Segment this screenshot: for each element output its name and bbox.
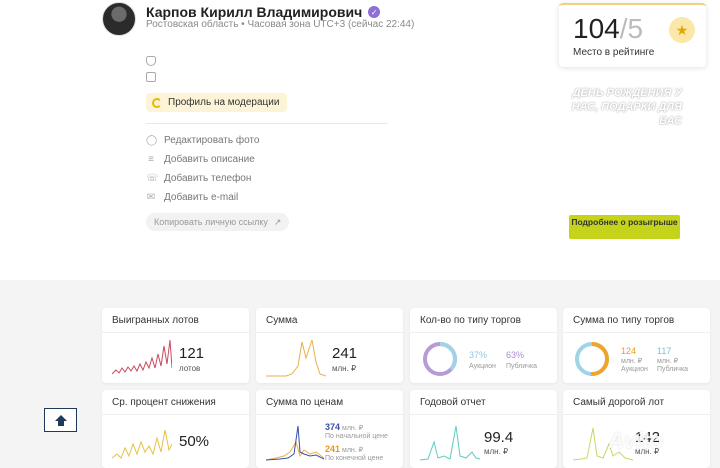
card-avg-reduction[interactable]: Ср. процент снижения 50% bbox=[102, 390, 249, 468]
auction-pct: 37% bbox=[469, 350, 488, 360]
start-price-label: По начальной цене bbox=[325, 433, 388, 440]
sum-value: 241 bbox=[332, 345, 358, 362]
share-icon: ↗ bbox=[273, 216, 282, 227]
moderation-badge: Профиль на модерации bbox=[146, 93, 288, 112]
rating-place: 104 bbox=[573, 13, 620, 44]
phone-icon bbox=[146, 56, 156, 66]
card-title: Сумма по типу торгов bbox=[573, 315, 675, 326]
count-by-type-donut bbox=[423, 342, 457, 376]
start-price-sum: 374 bbox=[325, 422, 341, 432]
edit-photo-label: Редактировать фото bbox=[164, 135, 260, 146]
avg-reduction-sparkline bbox=[112, 429, 172, 459]
public-label: Публичка bbox=[657, 366, 689, 373]
add-description-label: Добавить описание bbox=[164, 154, 255, 165]
rating-of: /5 bbox=[619, 13, 644, 44]
public-sum: 117 bbox=[657, 346, 672, 356]
card-annual-report[interactable]: Годовой отчет 99.4 млн. ₽ bbox=[410, 390, 557, 468]
mail-icon bbox=[146, 72, 156, 82]
card-divider bbox=[102, 414, 249, 415]
annual-sparkline bbox=[420, 425, 480, 461]
card-sum[interactable]: Сумма 241 млн. ₽ bbox=[256, 308, 403, 383]
auction-label: Аукцион bbox=[621, 366, 648, 373]
donut-segment-auction bbox=[575, 342, 609, 376]
card-divider bbox=[256, 332, 403, 333]
promo-more-button[interactable]: Подробнее о розыгрыше bbox=[569, 215, 680, 239]
card-divider bbox=[410, 414, 557, 415]
rating-card: 104/5 Место в рейтинге ★ bbox=[559, 3, 706, 67]
copy-link-button[interactable]: Копировать личную ссылку ↗ bbox=[146, 213, 290, 231]
add-email-label: Добавить e-mail bbox=[164, 192, 239, 203]
user-icon: ◯ bbox=[146, 134, 158, 146]
card-title: Сумма bbox=[266, 315, 298, 326]
add-description-action[interactable]: ≡ Добавить описание bbox=[146, 154, 255, 165]
end-price-unit: млн. ₽ bbox=[342, 447, 364, 454]
profile-name: Карпов Кирилл Владимирович bbox=[146, 4, 363, 20]
card-divider bbox=[256, 414, 403, 415]
card-count-by-type[interactable]: Кол-во по типу торгов 37% Аукцион 63% Пу… bbox=[410, 308, 557, 383]
won-lots-unit: лотов bbox=[179, 364, 201, 373]
scroll-top-button[interactable] bbox=[44, 408, 77, 432]
card-title: Сумма по ценам bbox=[266, 397, 344, 408]
profile-region: Ростовская область • Часовая зона UTC+3 … bbox=[146, 19, 415, 30]
card-divider bbox=[410, 332, 557, 333]
name-row: Карпов Кирилл Владимирович ✓ bbox=[146, 4, 381, 20]
sum-unit: млн. ₽ bbox=[332, 364, 357, 373]
card-won-lots[interactable]: Выигранных лотов 121 лотов bbox=[102, 308, 249, 383]
end-price-sum: 241 bbox=[325, 444, 341, 454]
verified-icon: ✓ bbox=[368, 6, 381, 18]
add-phone-action[interactable]: ☏ Добавить телефон bbox=[146, 173, 251, 184]
public-pct: 63% bbox=[506, 350, 525, 360]
list-icon: ≡ bbox=[148, 153, 154, 165]
card-most-expensive[interactable]: Самый дорогой лот 142 млн. ₽ bbox=[563, 390, 710, 468]
copy-link-label: Копировать личную ссылку bbox=[154, 217, 268, 227]
edit-photo-action[interactable]: ◯ Редактировать фото bbox=[146, 135, 259, 146]
most-expensive-sparkline bbox=[573, 427, 633, 461]
donut-segment-auction bbox=[423, 342, 457, 376]
stats-section: Выигранных лотов 121 лотов Сумма 241 млн… bbox=[0, 280, 720, 468]
star-icon: ★ bbox=[669, 17, 695, 43]
watermark-logo: Avito bbox=[608, 428, 663, 453]
profile-section: Карпов Кирилл Владимирович ✓ Ростовская … bbox=[102, 2, 706, 239]
card-title: Выигранных лотов bbox=[112, 315, 199, 326]
sum-by-type-donut bbox=[575, 342, 609, 376]
annual-value: 99.4 bbox=[484, 429, 514, 446]
rating-value: 104/5 bbox=[573, 13, 643, 45]
public-label: Публичка bbox=[506, 363, 538, 370]
card-divider bbox=[563, 332, 710, 333]
sum-by-price-sparkline bbox=[266, 425, 324, 461]
promo-banner-text: День рождения у нас, подарки для вас bbox=[571, 87, 682, 127]
avg-reduction-value: 50% bbox=[179, 433, 210, 450]
won-lots-value: 121 bbox=[179, 345, 205, 362]
card-title: Кол-во по типу торгов bbox=[420, 315, 521, 326]
phone-icon: ☏ bbox=[146, 172, 159, 184]
card-divider bbox=[102, 332, 249, 333]
arrow-stem bbox=[58, 421, 64, 426]
moderation-icon bbox=[152, 97, 162, 108]
sum-sparkline bbox=[266, 339, 326, 377]
public-sum-unit: млн. ₽ bbox=[657, 358, 679, 365]
mail-icon: ✉ bbox=[146, 191, 156, 203]
divider bbox=[146, 123, 388, 124]
rating-label: Место в рейтинге bbox=[573, 47, 655, 58]
avatar[interactable] bbox=[102, 2, 136, 36]
card-sum-by-type[interactable]: Сумма по типу торгов 124 млн. ₽ Аукцион … bbox=[563, 308, 710, 383]
add-email-action[interactable]: ✉ Добавить e-mail bbox=[146, 192, 238, 203]
card-title: Ср. процент снижения bbox=[112, 397, 216, 408]
auction-label: Аукцион bbox=[469, 363, 496, 370]
moderation-label: Профиль на модерации bbox=[168, 97, 280, 108]
annual-unit: млн. ₽ bbox=[484, 447, 509, 456]
card-title: Годовой отчет bbox=[420, 397, 486, 408]
won-lots-sparkline bbox=[112, 339, 172, 375]
add-phone-label: Добавить телефон bbox=[164, 173, 252, 184]
start-price-unit: млн. ₽ bbox=[342, 425, 364, 432]
card-title: Самый дорогой лот bbox=[573, 397, 665, 408]
arrow-up-icon bbox=[54, 415, 67, 421]
card-sum-by-price[interactable]: Сумма по ценам 374 млн. ₽ По начальной ц… bbox=[256, 390, 403, 468]
card-divider bbox=[563, 414, 710, 415]
auction-sum-unit: млн. ₽ bbox=[621, 358, 643, 365]
most-expensive-unit: млн. ₽ bbox=[635, 447, 660, 456]
end-price-label: По конечной цене bbox=[325, 455, 384, 462]
most-expensive-value: 142 bbox=[635, 429, 661, 446]
auction-sum: 124 bbox=[621, 346, 637, 356]
